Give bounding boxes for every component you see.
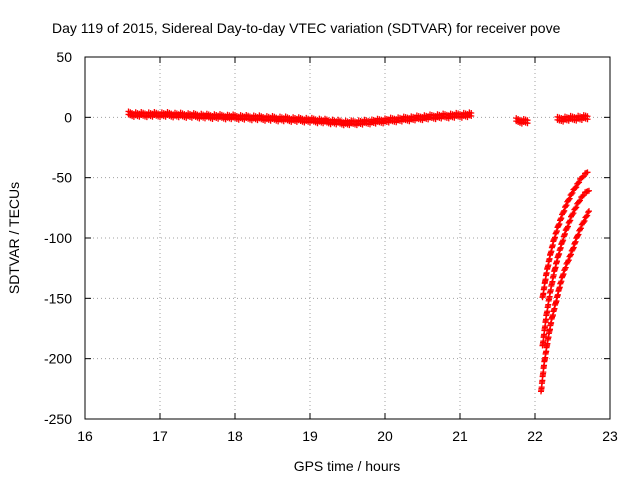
data-point: [565, 257, 572, 264]
data-point: [562, 203, 569, 210]
series-descent-a: [539, 169, 591, 301]
x-tick-label: 22: [527, 428, 543, 444]
data-point: [584, 212, 591, 219]
y-tick-label: -250: [44, 411, 72, 427]
y-tick-label: -50: [52, 170, 72, 186]
y-tick-label: -150: [44, 290, 72, 306]
data-point: [577, 225, 584, 232]
data-point: [568, 251, 574, 258]
data-point: [468, 113, 475, 120]
data-point: [524, 120, 531, 127]
series-late-arc: [554, 112, 591, 125]
data-point: [568, 190, 575, 197]
data-point: [567, 217, 574, 224]
data-point: [583, 213, 590, 220]
data-point: [577, 226, 583, 233]
data-point: [573, 184, 580, 191]
data-point: [565, 223, 571, 230]
data-point: [569, 189, 576, 196]
x-tick-label: 20: [377, 428, 393, 444]
data-point: [564, 224, 571, 231]
series-main-arc: [125, 108, 475, 129]
data-point: [586, 187, 592, 194]
data-point: [572, 205, 579, 212]
x-tick-label: 16: [77, 428, 93, 444]
data-point: [565, 196, 572, 203]
data-point: [562, 265, 568, 272]
data-point: [581, 217, 588, 224]
data-point: [573, 204, 580, 211]
data-point: [562, 230, 568, 237]
data-point: [562, 264, 569, 271]
data-point: [580, 173, 587, 180]
data-point: [566, 218, 573, 225]
data-point: [576, 179, 583, 186]
data-point: [586, 208, 592, 215]
data-point: [575, 180, 582, 187]
data-point: [580, 192, 587, 199]
data-points: [125, 108, 592, 395]
data-point: [561, 207, 568, 214]
x-tick-label: 21: [452, 428, 468, 444]
data-point: [565, 258, 571, 265]
x-tick-label: 19: [302, 428, 318, 444]
data-point: [585, 209, 592, 216]
data-point: [570, 210, 577, 217]
y-tick-label: 0: [64, 109, 72, 125]
y-axis-label: SDTVAR / TECUs: [6, 182, 22, 294]
data-point: [560, 271, 567, 278]
x-tick-label: 17: [152, 428, 168, 444]
data-point: [558, 215, 565, 222]
data-point: [567, 252, 574, 259]
data-point: [577, 197, 583, 204]
x-tick-label: 18: [227, 428, 243, 444]
data-point: [584, 169, 591, 176]
y-tick-label: 50: [56, 49, 72, 65]
data-point: [580, 219, 587, 226]
data-point: [574, 232, 581, 239]
series-short-arc: [513, 115, 531, 127]
tick-labels: 16 17 18 19 20 21 22 23 50 0 -50 -100 -150 -200 -250: [44, 49, 618, 444]
plot-frame: [84, 56, 611, 420]
data-point: [569, 211, 576, 218]
series-descent-b: [539, 187, 592, 349]
y-tick-label: -100: [44, 230, 72, 246]
x-axis-label: GPS time / hours: [294, 458, 401, 474]
data-point: [579, 193, 586, 200]
data-point: [572, 184, 579, 191]
data-point: [576, 198, 583, 205]
data-point: [584, 116, 591, 123]
data-point: [563, 202, 570, 209]
data-point: [575, 231, 582, 238]
x-tick-label: 23: [602, 428, 618, 444]
y-tick-label: -200: [44, 351, 72, 367]
series-descent-c: [538, 208, 592, 395]
chart-title: Day 119 of 2015, Sidereal Day-to-day VTE…: [52, 20, 561, 36]
data-point: [579, 174, 586, 181]
data-point: [566, 195, 573, 202]
data-point: [560, 209, 567, 216]
